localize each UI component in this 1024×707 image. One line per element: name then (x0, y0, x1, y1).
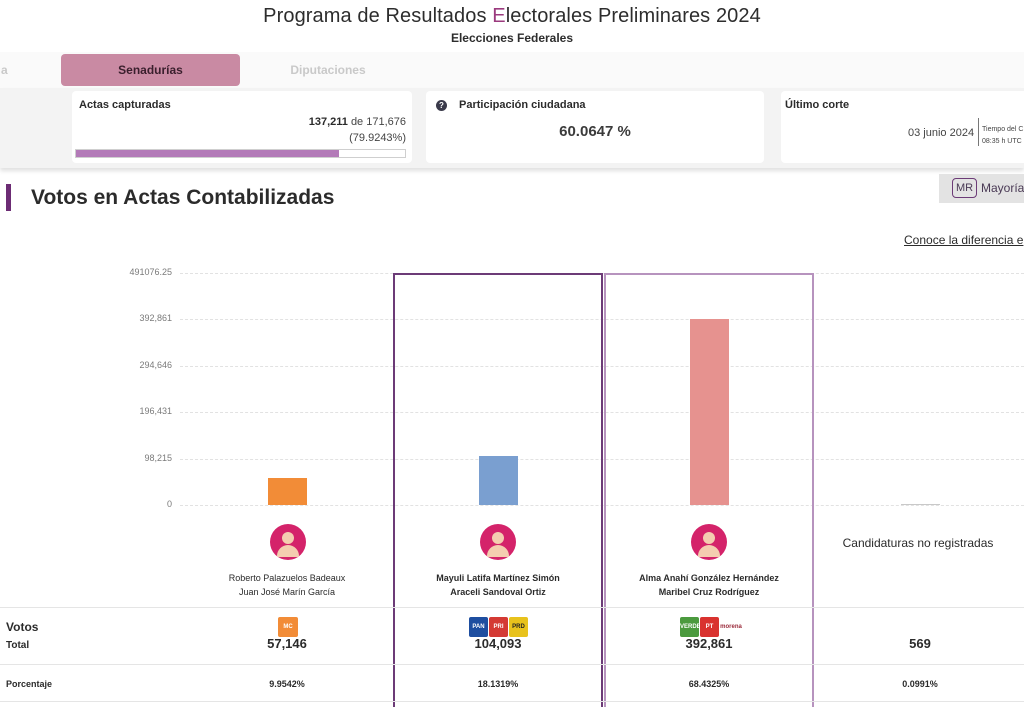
participacion-label: Participación ciudadana (459, 99, 586, 111)
no-registradas-label: Candidaturas no registradas (842, 536, 994, 550)
candidate-percent: 68.4325% (688, 679, 730, 689)
chart-bar[interactable] (690, 319, 729, 505)
actas-captured: 137,211 (308, 116, 348, 128)
candidate-name: Mayuli Latifa Martínez Simón (436, 573, 560, 583)
section-accent-bar (6, 184, 11, 211)
candidate-percent: 0.0991% (902, 679, 938, 689)
candidate-avatar (691, 524, 727, 560)
election-tabs: a Senadurías Diputaciones (0, 52, 1024, 88)
candidate-names: Alma Anahí González Hernández Maribel Cru… (604, 571, 814, 599)
prd-logo-icon: PRD (509, 617, 528, 637)
candidate-names: Roberto Palazuelos Badeaux Juan José Marí… (182, 571, 392, 599)
candidate-name: Araceli Sandoval Ortiz (450, 587, 546, 597)
candidate-name: Roberto Palazuelos Badeaux (228, 573, 346, 583)
table-divider (0, 664, 1024, 665)
candidate-names: Mayuli Latifa Martínez Simón Araceli Sand… (393, 571, 603, 599)
page-header: Programa de Resultados Electorales Preli… (0, 0, 1024, 52)
table-divider (0, 701, 1024, 702)
verde-logo-icon: VERDE (680, 617, 701, 637)
page-title: Programa de Resultados Electorales Preli… (0, 5, 1024, 28)
porcentaje-label: Porcentaje (6, 679, 53, 689)
participacion-card: ? Participación ciudadana 60.0647 % (426, 91, 764, 163)
pan-logo-icon: PAN (469, 617, 488, 637)
mr-label: Mayoría (981, 181, 1024, 195)
actas-label: Actas capturadas (79, 99, 171, 111)
candidate-avatar (270, 524, 306, 560)
tab-previous[interactable]: a (1, 63, 8, 77)
tab-diputaciones[interactable]: Diputaciones (290, 63, 366, 77)
summary-bar: Actas capturadas 137,211 de 171,676 (79.… (0, 88, 1024, 168)
corte-tz-line2: 08:35 h UTC (982, 138, 1022, 145)
actas-progress-fill (76, 150, 339, 157)
actas-count: 137,211 de 171,676 (309, 116, 406, 128)
candidate-votes: 104,093 (474, 636, 522, 651)
mayoria-relativa-button[interactable]: MR Mayoría (939, 174, 1024, 203)
mc-logo-icon: MC (278, 617, 298, 637)
y-tick-label: 0 (166, 499, 172, 509)
candidate-percent: 18.1319% (477, 679, 519, 689)
y-tick-label: 294,646 (139, 360, 172, 370)
mr-badge: MR (952, 178, 977, 198)
party-logos-mc: MC (278, 617, 300, 637)
candidate-name: Juan José Marín García (238, 587, 336, 597)
y-tick-label: 392,861 (139, 313, 172, 323)
page-subtitle: Elecciones Federales (450, 31, 574, 45)
tab-senadurias[interactable]: Senadurías (61, 54, 240, 86)
corte-divider (978, 118, 979, 146)
title-part: Programa de Resultados (263, 5, 493, 27)
candidate-percent: 9.9542% (269, 679, 305, 689)
pri-logo-icon: PRI (489, 617, 508, 637)
y-tick-label: 491076.25 (129, 267, 172, 277)
candidate-votes: 392,861 (685, 636, 733, 651)
corte-label: Último corte (785, 99, 850, 111)
party-logos-morena: VERDE PT morena (680, 617, 742, 637)
candidate-votes: 569 (909, 636, 931, 651)
actas-progress-bar (75, 149, 406, 158)
table-divider (0, 607, 1024, 608)
actas-total: de 171,676 (350, 116, 406, 128)
y-tick-label: 196,431 (139, 406, 172, 416)
candidate-name: Maribel Cruz Rodríguez (658, 587, 760, 597)
candidate-avatar (480, 524, 516, 560)
help-icon[interactable]: ? (436, 100, 447, 111)
corte-timezone: Tiempo del C 08:35 h UTC (982, 124, 1023, 148)
votos-label: Votos (6, 620, 39, 634)
title-accent: E (492, 5, 506, 27)
corte-date: 03 junio 2024 (908, 127, 975, 139)
title-part: lectorales Preliminares 2024 (505, 5, 761, 27)
pt-logo-icon: PT (700, 617, 719, 637)
section-title: Votos en Actas Contabilizadas (31, 186, 335, 209)
total-label: Total (6, 640, 30, 651)
morena-logo-icon: morena (720, 617, 742, 637)
candidate-highlight-frame (604, 273, 814, 707)
actas-card: Actas capturadas 137,211 de 171,676 (79.… (72, 91, 412, 163)
diferencia-link[interactable]: Conoce la diferencia e (904, 233, 1024, 247)
actas-percent: (79.9243%) (349, 132, 406, 144)
chart-bar[interactable] (479, 455, 518, 505)
candidate-votes: 57,146 (267, 636, 307, 651)
candidate-highlight-frame (393, 273, 603, 707)
candidate-name: Alma Anahí González Hernández (639, 573, 779, 583)
party-logos-frente: PAN PRI PRD (469, 617, 529, 637)
corte-tz-line1: Tiempo del C (982, 126, 1024, 133)
chart-bar[interactable] (901, 504, 940, 505)
participacion-value: 60.0647 % (559, 123, 631, 140)
y-tick-label: 98,215 (144, 453, 172, 463)
chart-bar[interactable] (268, 478, 307, 505)
corte-card: Último corte 03 junio 2024 Tiempo del C 0… (781, 91, 1024, 163)
